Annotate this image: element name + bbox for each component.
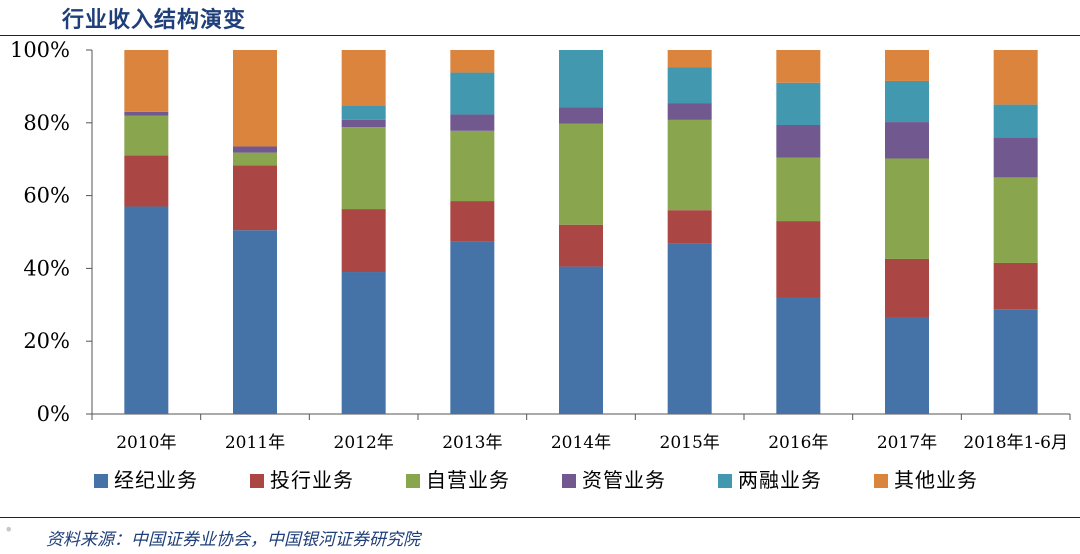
legend-swatch [250, 474, 264, 488]
bar-segment [559, 107, 603, 124]
bar-segment [776, 50, 821, 83]
x-tick-label: 2018年1-6月 [963, 433, 1068, 453]
bar-segment [667, 210, 712, 244]
bar-segment [450, 130, 495, 202]
bar-segment [885, 158, 929, 259]
bar-segment [124, 115, 169, 156]
bar-segment [776, 221, 821, 298]
bar-segment [993, 262, 1038, 310]
bar-segment [450, 72, 495, 115]
bar-segment [559, 266, 603, 414]
legend-label: 资管业务 [582, 468, 666, 492]
x-tick-label: 2013年 [442, 433, 502, 453]
bar-segment [993, 137, 1038, 178]
bar-segment [233, 50, 277, 147]
bar-segment [667, 50, 712, 68]
bar-segment [233, 152, 277, 166]
legend-swatch [406, 474, 420, 488]
bar-segment [559, 224, 603, 267]
bar-segment [776, 157, 821, 222]
bar-segment [233, 165, 277, 231]
bar-segment [450, 201, 495, 242]
bar-segment [885, 122, 929, 159]
x-tick-label: 2011年 [225, 433, 285, 453]
bar-segment [885, 80, 929, 123]
bottom-divider [0, 517, 1080, 518]
bar-segment [341, 127, 386, 210]
legend-swatch [718, 474, 732, 488]
x-tick-label: 2017年 [877, 433, 937, 453]
x-tick-label: 2010年 [116, 433, 176, 453]
x-tick-label: 2012年 [334, 433, 394, 453]
bar-segment [667, 243, 712, 414]
y-tick-label: 20% [23, 329, 70, 353]
bar-segment [885, 317, 929, 414]
bar-segment [341, 209, 386, 273]
bar-segment [559, 123, 603, 225]
legend-swatch [94, 474, 108, 488]
y-tick-label: 0% [37, 402, 70, 426]
y-tick-label: 40% [23, 256, 70, 280]
bar-segment [341, 105, 386, 120]
top-divider [0, 35, 1080, 36]
bar-segment [993, 177, 1038, 263]
legend-label: 自营业务 [426, 468, 510, 492]
bar-segment [233, 146, 277, 153]
bar-segment [776, 124, 821, 158]
bar-segment [124, 50, 169, 112]
x-tick-label: 2014年 [551, 433, 611, 453]
bar-segment [667, 119, 712, 211]
bar-segment [341, 272, 386, 414]
bar-segment [667, 103, 712, 120]
bar-segment [993, 104, 1038, 138]
bar-segment [124, 111, 169, 116]
legend-label: 其他业务 [894, 468, 978, 492]
bar-segment [993, 50, 1038, 105]
source-note: 资料来源：中国证券业协会，中国银河证券研究院 [46, 530, 420, 550]
bar-segment [341, 119, 386, 128]
bar-segment [450, 241, 495, 414]
bar-segment [450, 114, 495, 131]
legend-swatch [562, 474, 576, 488]
legend-label: 两融业务 [738, 468, 822, 492]
watermark: • [4, 520, 14, 539]
bar-segment [885, 50, 929, 81]
bar-segment [776, 297, 821, 414]
bar-segment [233, 230, 277, 414]
bar-segment [124, 155, 169, 207]
bar-segment [341, 50, 386, 106]
legend-swatch [874, 474, 888, 488]
bar-segment [559, 50, 603, 108]
bar-segment [993, 309, 1038, 414]
y-tick-label: 100% [10, 38, 70, 62]
y-tick-label: 60% [23, 184, 70, 208]
bar-segment [885, 258, 929, 318]
legend-label: 投行业务 [270, 468, 354, 492]
x-tick-label: 2015年 [660, 433, 720, 453]
bar-segment [124, 206, 169, 414]
bar-segment [450, 50, 495, 73]
x-tick-label: 2016年 [768, 433, 828, 453]
bar-segment [776, 82, 821, 125]
chart-title: 行业收入结构演变 [62, 8, 247, 33]
legend-label: 经纪业务 [114, 468, 198, 492]
bar-segment [667, 67, 712, 104]
y-tick-label: 80% [23, 111, 70, 135]
